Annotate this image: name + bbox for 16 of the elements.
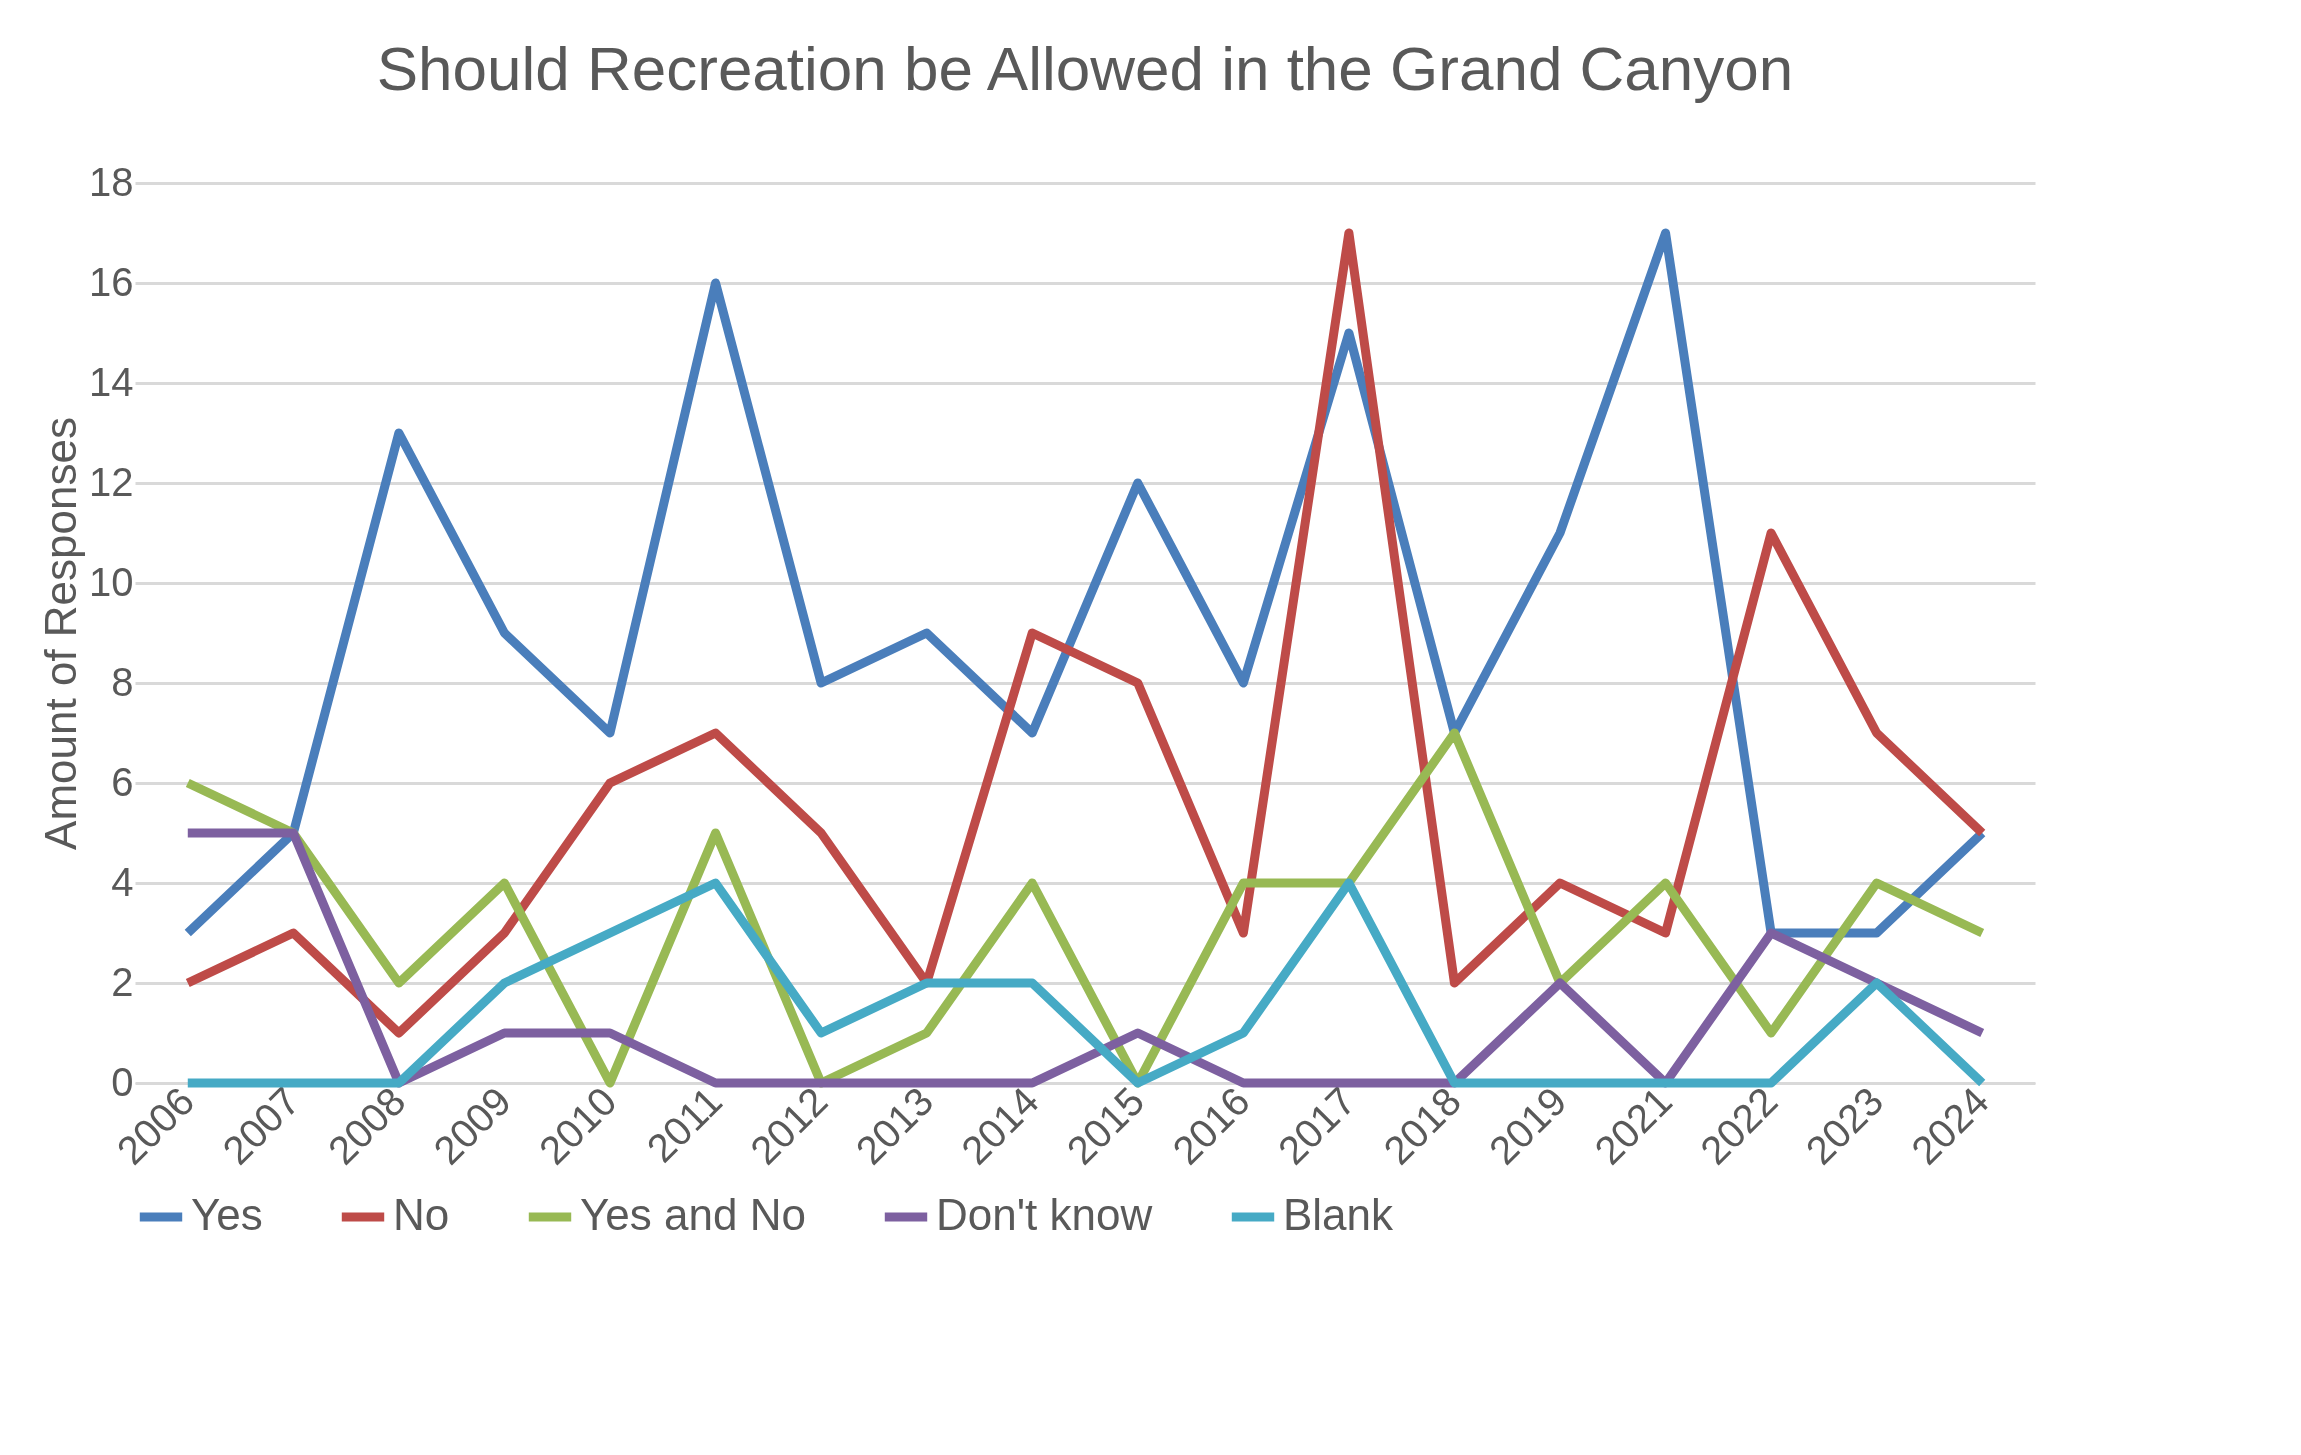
y-tick-label: 10	[89, 559, 134, 604]
legend-label: Yes	[191, 1190, 263, 1239]
y-tick-label: 14	[89, 359, 134, 404]
y-tick-label: 8	[111, 659, 134, 704]
y-tick-label: 6	[111, 759, 134, 804]
y-axis-title: Amount of Responses	[36, 417, 86, 850]
legend-label: Blank	[1283, 1190, 1395, 1239]
y-tick-label: 4	[111, 859, 134, 904]
legend-label: Yes and No	[580, 1190, 806, 1239]
legend-label: No	[393, 1190, 450, 1239]
y-tick-label: 2	[111, 959, 134, 1004]
y-tick-label: 16	[89, 259, 134, 304]
chart-title: Should Recreation be Allowed in the Grand Canyon	[376, 34, 1794, 103]
legend-label: Don't know	[936, 1190, 1153, 1239]
y-tick-label: 12	[89, 459, 134, 504]
y-tick-label: 18	[89, 159, 134, 204]
